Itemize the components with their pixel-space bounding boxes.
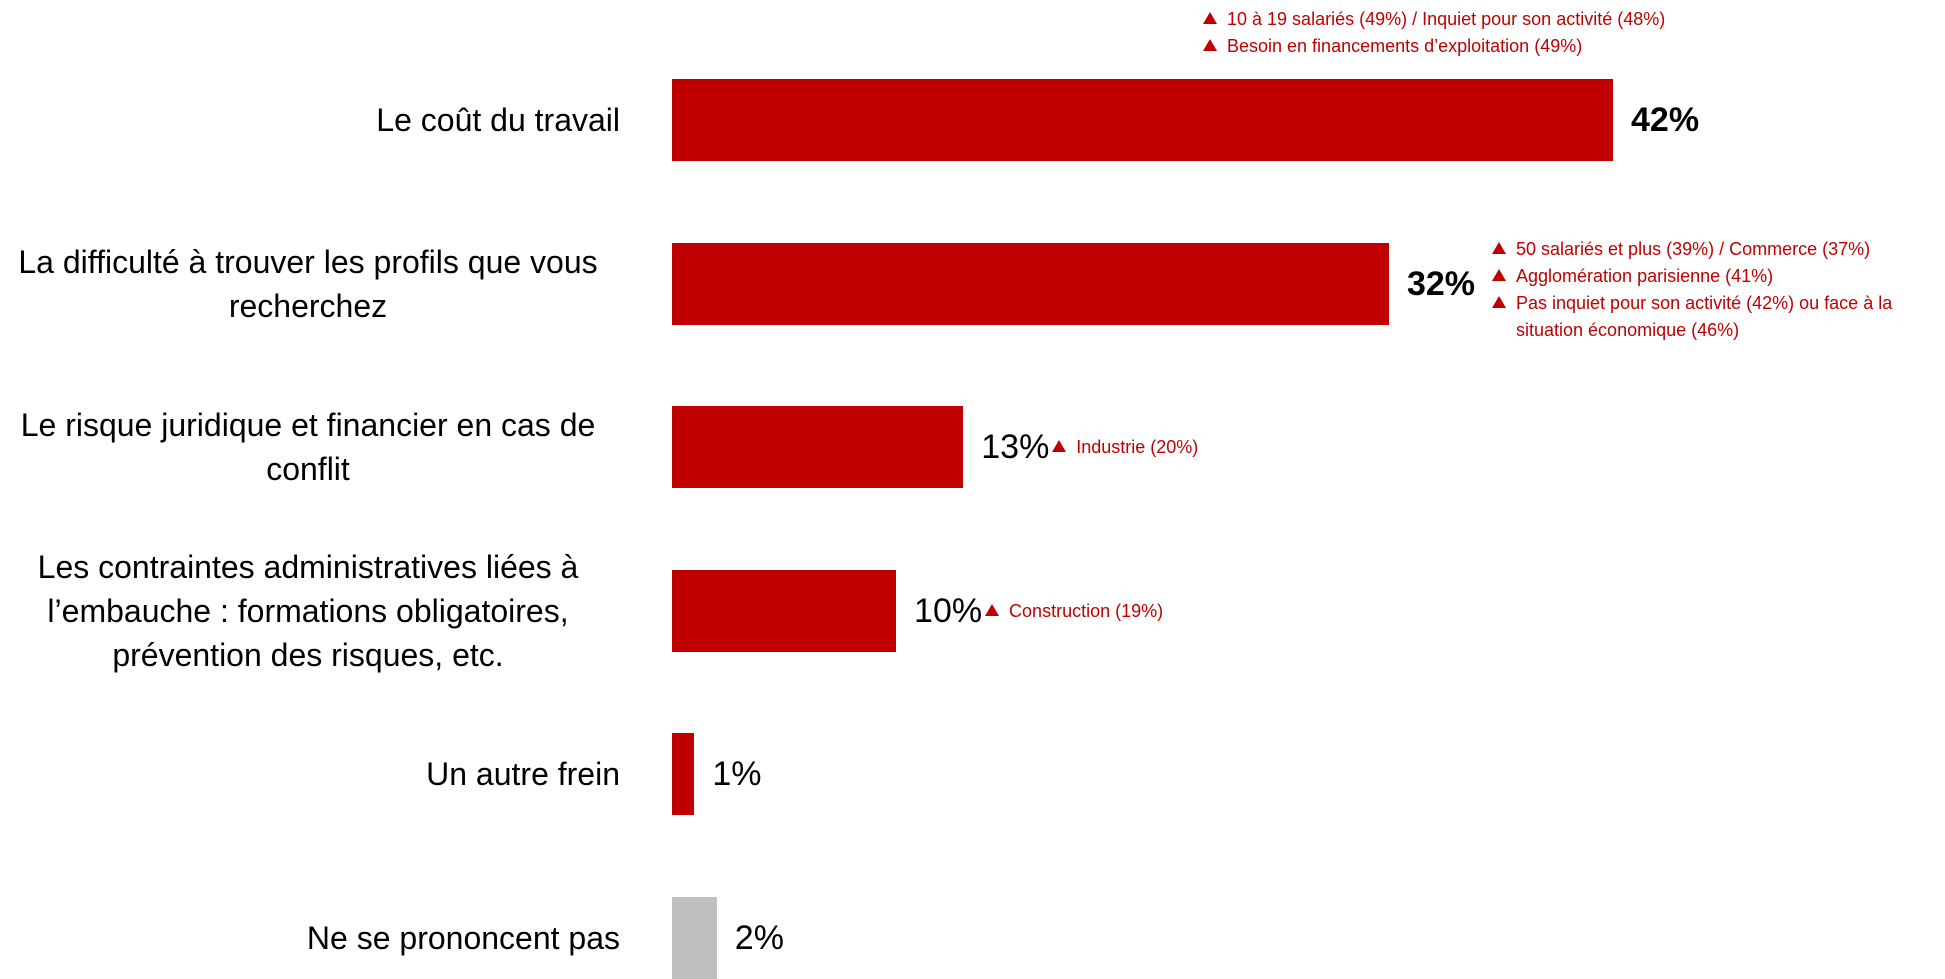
- category-label: Le coût du travail: [376, 102, 620, 138]
- triangle-up-icon: [1052, 440, 1067, 453]
- annotation-item: Construction (19%): [985, 598, 1163, 625]
- triangle-up-icon: [1492, 295, 1506, 308]
- triangle-up-icon: [1492, 241, 1506, 254]
- triangle-up-icon: [1492, 268, 1506, 281]
- value-label: 10%: [914, 591, 983, 630]
- value-label: 32%: [1406, 264, 1475, 303]
- category-label: Les contraintes administratives liées à …: [37, 548, 579, 673]
- triangle-up-icon: [1203, 12, 1217, 24]
- triangle-up-icon: [985, 603, 1000, 616]
- bar: [672, 897, 717, 979]
- annotation-item: Agglomération parisienne (41%): [1492, 263, 1945, 290]
- category-label: Un autre frein: [426, 756, 620, 793]
- annotation-text: Agglomération parisienne (41%): [1516, 265, 1774, 286]
- value-label: 13%: [981, 428, 1050, 467]
- category-label: Le risque juridique et financier en cas …: [20, 407, 596, 488]
- annotation-text: Industrie (20%): [1076, 437, 1199, 458]
- category-label: Ne se prononcent pas: [306, 920, 620, 956]
- annotation-text: 10 à 19 salariés (49%) / Inquiet pour so…: [1227, 9, 1666, 29]
- annotation-group: Construction (19%): [985, 598, 1163, 625]
- annotation-text: Besoin en financements d’exploitation (4…: [1227, 36, 1583, 56]
- annotation-item: Besoin en financements d’exploitation (4…: [1203, 33, 1665, 60]
- triangle-up-icon: [1203, 39, 1217, 51]
- annotation-group: Industrie (20%): [1052, 434, 1198, 461]
- bar: [672, 242, 1389, 325]
- bar: [672, 406, 964, 489]
- value-label: 1%: [712, 755, 762, 794]
- annotation-group: 50 salariés et plus (39%) / Commerce (37…: [1492, 236, 1945, 344]
- annotation-item: Pas inquiet pour son activité (42%) ou f…: [1492, 290, 1945, 344]
- annotation-item: Industrie (20%): [1052, 434, 1198, 461]
- bar: [672, 733, 695, 816]
- annotation-text: 50 salariés et plus (39%) / Commerce (37…: [1516, 238, 1871, 259]
- annotation-text: Pas inquiet pour son activité (42%) ou f…: [1516, 292, 1893, 340]
- annotation-item: 10 à 19 salariés (49%) / Inquiet pour so…: [1203, 6, 1665, 33]
- annotation-group: 10 à 19 salariés (49%) / Inquiet pour so…: [1203, 6, 1665, 60]
- value-label: 2%: [734, 919, 784, 957]
- value-label: 42%: [1631, 101, 1700, 139]
- bar: [672, 79, 1613, 161]
- annotation-item: 50 salariés et plus (39%) / Commerce (37…: [1492, 236, 1945, 263]
- category-label: La difficulté à trouver les profils que …: [18, 243, 598, 324]
- annotation-text: Construction (19%): [1009, 600, 1164, 621]
- bar: [672, 569, 897, 652]
